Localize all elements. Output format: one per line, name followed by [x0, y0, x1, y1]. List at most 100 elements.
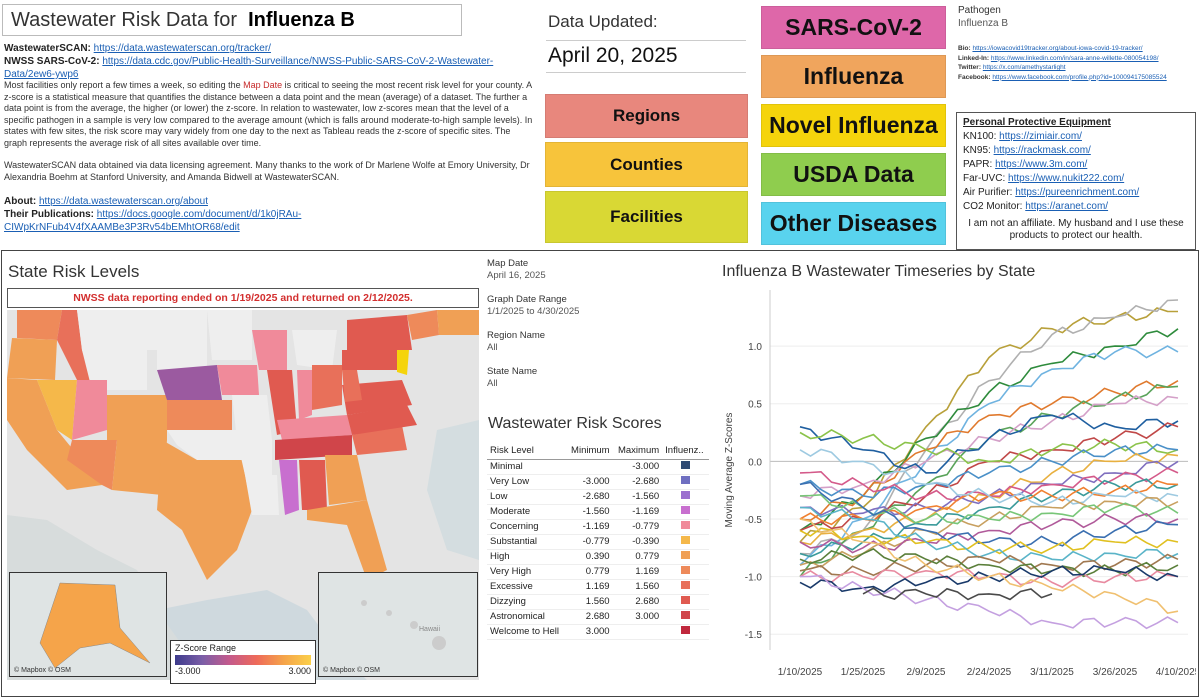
- wastewaterscan-link[interactable]: https://data.wastewaterscan.org/tracker/: [93, 43, 271, 54]
- pathogen-filter[interactable]: Influenza B: [958, 18, 1009, 29]
- maximum-cell: -1.560: [612, 489, 663, 505]
- usda-data-button[interactable]: USDA Data: [761, 153, 946, 196]
- state-north-dakota[interactable]: [157, 310, 207, 340]
- state-oklahoma[interactable]: [167, 430, 242, 460]
- state-texas[interactable]: [157, 440, 252, 580]
- alaska-svg: [39, 582, 151, 669]
- minimum-cell: -1.560: [565, 504, 613, 520]
- map-date-link[interactable]: Map Date: [243, 80, 283, 90]
- color-swatch-cell: [662, 519, 709, 535]
- twitter-link[interactable]: https://x.com/amethystarlight: [982, 64, 1066, 71]
- state-iowa[interactable]: [217, 365, 259, 395]
- map-date-filter[interactable]: April 16, 2025: [487, 270, 546, 281]
- ppe-note: I am not an affiliate. My husband and I …: [968, 218, 1184, 241]
- air-purifier-link[interactable]: https://pureenrichment.com/: [1015, 187, 1140, 198]
- col-risk-level: Risk Level: [487, 442, 566, 460]
- kn100-link[interactable]: https://zimiair.com/: [999, 131, 1082, 142]
- state-indiana[interactable]: [297, 370, 312, 420]
- color-swatch-cell: [662, 564, 709, 580]
- series-line: [799, 428, 1179, 465]
- minimum-cell: 3.000: [565, 624, 613, 640]
- state-name-filter[interactable]: All: [487, 378, 498, 389]
- col-maximum: Maximum: [612, 442, 663, 460]
- state-new-jersey[interactable]: [397, 350, 409, 375]
- state-new-mexico[interactable]: [112, 440, 167, 495]
- papr-link[interactable]: https://www.3m.com/: [995, 159, 1088, 170]
- state-georgia[interactable]: [325, 455, 367, 505]
- bio-link[interactable]: https://iowacovid19tracker.org/about-iow…: [972, 45, 1143, 52]
- state-new-england[interactable]: [407, 310, 439, 340]
- region-name-filter[interactable]: All: [487, 342, 498, 353]
- state-new-york[interactable]: [347, 315, 412, 350]
- publications-link[interactable]: https://docs.google.com/document/d/1k0jR…: [4, 209, 302, 233]
- kn95-link[interactable]: https://rackmask.com/: [993, 145, 1091, 156]
- other-diseases-button[interactable]: Other Diseases: [761, 202, 946, 245]
- hawaii-island: [410, 621, 418, 629]
- timeseries-chart[interactable]: 1.0 0.5 0.0 -0.5 -1.0 -1.5 Moving Average Z-Sc…: [718, 285, 1196, 693]
- graph-date-range-filter[interactable]: 1/1/2025 to 4/30/2025: [487, 306, 580, 317]
- co2-monitor-link[interactable]: https://aranet.com/: [1025, 201, 1109, 212]
- nwss-alert: NWSS data reporting ended on 1/19/2025 a…: [7, 288, 479, 308]
- minimum-cell: 1.560: [565, 594, 613, 610]
- hawaii-island: [386, 610, 392, 616]
- state-nebraska[interactable]: [157, 365, 222, 400]
- state-south-dakota[interactable]: [157, 340, 207, 370]
- facilities-button[interactable]: Facilities: [545, 191, 748, 243]
- x-tick-label: 2/24/2025: [967, 667, 1012, 678]
- state-utah[interactable]: [72, 380, 107, 440]
- color-swatch-cell: [662, 534, 709, 550]
- alaska-inset[interactable]: © Mapbox © OSM: [9, 572, 167, 677]
- state-colorado[interactable]: [107, 395, 167, 440]
- hawaii-inset[interactable]: Hawaii © Mapbox © OSM: [318, 572, 478, 677]
- novel-influenza-button[interactable]: Novel Influenza: [761, 104, 946, 147]
- about-links: About: https://data.wastewaterscan.org/a…: [4, 196, 302, 233]
- state-alabama[interactable]: [299, 460, 327, 510]
- regions-button[interactable]: Regions: [545, 94, 748, 138]
- color-swatch: [681, 596, 691, 604]
- state-ohio[interactable]: [312, 365, 342, 410]
- table-row: Moderate -1.560 -1.169: [487, 504, 709, 520]
- about-link[interactable]: https://data.wastewaterscan.org/about: [39, 196, 208, 207]
- state-idaho[interactable]: [57, 310, 92, 380]
- map-title: State Risk Levels: [8, 262, 140, 281]
- state-missouri[interactable]: [232, 395, 272, 440]
- state-louisiana[interactable]: [245, 475, 279, 515]
- col-influenza: Influenz..: [662, 442, 709, 460]
- state-kentucky[interactable]: [277, 415, 352, 440]
- state-montana[interactable]: [77, 310, 157, 350]
- state-nevada[interactable]: [37, 380, 77, 440]
- state-kansas[interactable]: [167, 400, 232, 430]
- pathogen-label: Pathogen: [958, 5, 1001, 16]
- maximum-cell: 1.560: [612, 579, 663, 595]
- state-alaska[interactable]: [39, 582, 151, 669]
- state-florida[interactable]: [307, 500, 387, 580]
- counties-button[interactable]: Counties: [545, 142, 748, 187]
- state-arkansas[interactable]: [237, 440, 272, 475]
- state-mississippi[interactable]: [279, 460, 299, 515]
- sars-cov-2-button[interactable]: SARS-CoV-2: [761, 6, 946, 49]
- nwss-link[interactable]: https://data.cdc.gov/Public-Health-Surve…: [4, 56, 494, 80]
- state-risk-map[interactable]: © Mapbox © OSM Hawaii © Mapbox © OSM: [7, 310, 479, 680]
- minimum-cell: -0.779: [565, 534, 613, 550]
- y-tick-label: -1.5: [745, 630, 763, 641]
- facebook-link[interactable]: https://www.facebook.com/profile.php?id=…: [992, 73, 1167, 81]
- minimum-cell: 0.779: [565, 564, 613, 580]
- state-washington[interactable]: [17, 310, 62, 340]
- state-minnesota[interactable]: [207, 310, 252, 360]
- state-tennessee[interactable]: [275, 435, 352, 460]
- state-pennsylvania[interactable]: [342, 350, 397, 370]
- state-illinois[interactable]: [267, 370, 297, 435]
- state-arizona[interactable]: [67, 440, 117, 490]
- far-uvc-link[interactable]: https://www.nukit222.com/: [1008, 173, 1125, 184]
- state-maine[interactable]: [437, 310, 479, 335]
- state-wisconsin[interactable]: [252, 330, 287, 370]
- state-michigan[interactable]: [292, 330, 337, 370]
- influenza-button[interactable]: Influenza: [761, 55, 946, 98]
- state-oregon[interactable]: [7, 338, 57, 380]
- state-west-virginia[interactable]: [342, 370, 362, 402]
- x-tick-label: 4/10/2025: [1156, 667, 1196, 678]
- series-line: [799, 448, 1179, 507]
- series-line: [799, 481, 1179, 548]
- linkedin-link[interactable]: https://www.linkedin.com/in/sara-anne-wi…: [990, 54, 1159, 62]
- state-north-carolina[interactable]: [347, 405, 417, 435]
